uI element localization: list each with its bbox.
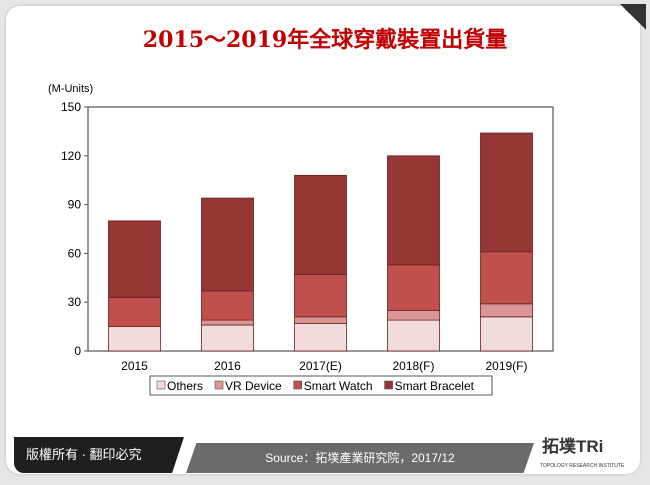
page-title: 2015～2019年全球穿戴裝置出貨量: [142, 27, 508, 53]
tri-logo: 拓墣TRi TOPOLOGY RESEARCH INSTITUTE: [536, 437, 634, 473]
footer: 版權所有 · 翻印必究 Source：拓墣產業研究院，2017/12 拓墣TRi…: [14, 437, 634, 473]
bar-segment-smart-bracelet: [480, 132, 533, 253]
bar-segment-smart-bracelet: [108, 220, 161, 298]
y-tick-label: 90: [68, 198, 82, 212]
y-tick-label: 60: [68, 246, 82, 260]
bar-segment-smart-bracelet: [387, 155, 440, 266]
legend-label: VR Device: [225, 379, 282, 393]
bar-segment-smart-watch: [108, 296, 161, 328]
y-tick-label: 120: [61, 149, 81, 163]
legend-swatch: [293, 380, 303, 390]
bar-segment-others: [387, 319, 440, 352]
bar-segment-vr-device: [294, 316, 347, 324]
logo-subtext: TOPOLOGY RESEARCH INSTITUTE: [540, 463, 625, 469]
bar-segment-smart-watch: [480, 251, 533, 305]
legend-label: Others: [167, 379, 203, 393]
bar-segment-smart-watch: [201, 290, 254, 321]
x-tick-label: 2017(E): [299, 359, 342, 373]
legend-swatch: [384, 380, 393, 390]
bar-segment-smart-bracelet: [294, 174, 347, 275]
bar-segment-smart-watch: [294, 274, 347, 318]
bar-segment-smart-watch: [387, 264, 440, 311]
x-tick-label: 2019(F): [485, 359, 527, 373]
legend-swatch: [156, 380, 166, 390]
y-tick-label: 0: [74, 344, 81, 358]
bar-segment-others: [108, 326, 161, 352]
bar-segment-others: [294, 322, 347, 352]
logo-text: 拓墣TRi: [542, 437, 604, 456]
bar-segment-vr-device: [201, 319, 254, 326]
copyright-notice: 版權所有 · 翻印必究: [14, 437, 184, 473]
legend-swatch: [214, 380, 224, 390]
bar-segment-vr-device: [387, 309, 440, 321]
bar-segment-smart-bracelet: [201, 197, 254, 292]
x-tick-label: 2016: [214, 359, 241, 373]
y-tick-label: 30: [68, 295, 82, 309]
x-tick-label: 2018(F): [392, 359, 434, 373]
bar-segment-others: [201, 324, 254, 352]
legend-label: Smart Watch: [304, 379, 373, 393]
y-axis-label: (M-Units): [48, 83, 93, 95]
y-tick-label: 150: [61, 100, 81, 114]
source-text: Source：拓墣產業研究院，2017/12: [186, 443, 534, 473]
legend: [149, 375, 493, 396]
x-tick-label: 2015: [121, 359, 148, 373]
legend-label: Smart Bracelet: [395, 379, 475, 393]
bar-segment-others: [480, 316, 533, 352]
bar-segment-vr-device: [480, 303, 533, 318]
